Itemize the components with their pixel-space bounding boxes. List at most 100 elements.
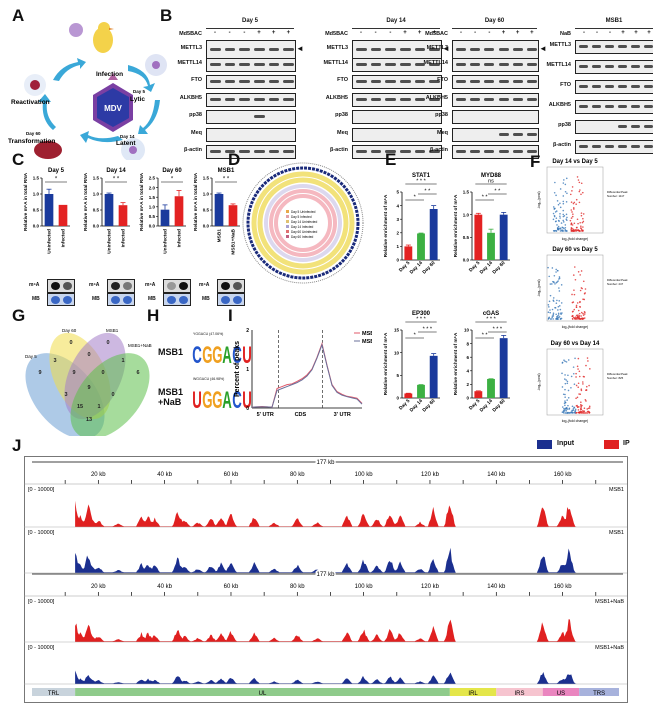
volcano-point <box>589 368 591 370</box>
blot-row-label: ALKBH5 <box>325 94 348 101</box>
treatment-sign: + <box>286 30 291 36</box>
bar <box>58 204 68 226</box>
y-tick-label: 0 <box>396 396 399 401</box>
protein-band <box>356 97 367 101</box>
x-tick-label: Day 60 <box>491 260 506 275</box>
bar <box>104 194 114 226</box>
venn-count: 3 <box>53 358 56 364</box>
y-tick-label: 0.5 <box>149 214 156 219</box>
volcano-point <box>561 312 563 314</box>
volcano-point <box>562 182 565 184</box>
blot-membrane <box>575 100 653 114</box>
arrow-icon <box>80 131 123 143</box>
volcano-point <box>559 217 561 219</box>
blot-membrane <box>352 75 442 89</box>
stage-latent: Latent <box>116 140 136 147</box>
venn-count: 1 <box>97 404 100 410</box>
volcano-point <box>554 283 556 285</box>
volcano-point <box>555 268 557 271</box>
protein-band <box>579 45 588 48</box>
treatment-sign: - <box>374 30 377 36</box>
protein-band <box>605 85 614 88</box>
bar <box>118 205 128 226</box>
protein-band <box>512 47 523 51</box>
volcano-point <box>555 194 557 197</box>
volcano-point <box>576 404 578 407</box>
volcano-point <box>575 397 577 400</box>
bar <box>474 391 483 398</box>
arrowhead-icon: ◄ <box>296 43 304 53</box>
protein-band <box>356 150 367 153</box>
protein-band <box>370 47 382 51</box>
protein-band <box>470 97 481 101</box>
protein-band <box>526 97 537 101</box>
volcano-point <box>575 306 578 308</box>
blot-row-label: pp38 <box>189 112 202 118</box>
volcano-title: Day 60 vs Day 14 <box>551 341 600 347</box>
blot-row-label: FTO <box>337 77 348 83</box>
bar <box>487 378 495 398</box>
y-tick-label: 3 <box>396 217 399 222</box>
volcano-point <box>577 222 579 225</box>
blot-membrane <box>352 92 442 107</box>
ruler-tick-label: 120 kb <box>421 584 440 590</box>
protein-band <box>268 62 280 66</box>
volcano-point <box>570 386 572 389</box>
motif-sample-label: MSB1 <box>158 347 184 357</box>
protein-band <box>254 62 265 66</box>
y-tick-label: 2.5 <box>149 176 156 181</box>
x-tick-label: Infected <box>177 229 183 247</box>
volcano-point <box>580 401 582 404</box>
blot-row-label: β-actin <box>429 147 448 153</box>
venn-count: 9 <box>72 370 75 376</box>
genome-region-label: TRS <box>593 691 605 697</box>
panel-label-f: F <box>530 152 541 171</box>
volcano-point <box>575 384 578 387</box>
volcano-point <box>572 301 575 303</box>
volcano-point <box>572 407 575 410</box>
venn-count: 9 <box>87 385 90 391</box>
y-tick-label: 0.0 <box>33 224 40 229</box>
protein-band <box>210 97 221 101</box>
volcano-point <box>580 270 583 272</box>
y-tick-label: 0.5 <box>463 235 470 240</box>
blot-title-underline <box>575 28 653 29</box>
volcano-point <box>580 389 583 392</box>
tumor-icon <box>34 141 62 159</box>
venn-set-msb1-nab: MSB1+NaB <box>128 343 152 348</box>
volcano-point <box>561 406 564 408</box>
y-axis-label: Relative m⁶A in total RNA <box>139 172 145 231</box>
volcano-point <box>580 412 583 414</box>
y-tick-label: 2 <box>246 328 249 334</box>
protein-band <box>400 97 411 101</box>
bar-chart: EP300 Relative enrichment of m⁶A 0 5 10 15 Day… <box>383 311 440 413</box>
volcano-point <box>571 318 574 320</box>
protein-band <box>498 132 509 136</box>
genome-region-label: TRL <box>48 691 60 697</box>
volcano-point <box>559 318 562 320</box>
ip-coverage-track <box>75 500 583 527</box>
blot-row-label: METTL3 <box>326 44 348 51</box>
blot-row-label: METTL14 <box>177 59 202 66</box>
volcano-point <box>558 300 561 302</box>
volcano-point <box>581 191 584 194</box>
protein-band <box>283 97 294 101</box>
volcano-point <box>572 310 574 313</box>
protein-band <box>498 62 509 66</box>
protein-band <box>385 150 396 153</box>
volcano-point <box>566 382 569 385</box>
volcano-point <box>548 317 550 319</box>
protein-band <box>526 150 537 153</box>
volcano-point <box>584 311 586 314</box>
volcano-point <box>556 315 559 317</box>
volcano-point <box>561 411 564 413</box>
protein-band <box>644 105 653 108</box>
legend-title: Differential Peak <box>607 372 628 376</box>
volcano-point <box>562 221 565 223</box>
x-tick-label: Day 14 <box>479 398 494 413</box>
volcano-point <box>555 217 558 220</box>
dot-label-m6a: m⁶A <box>199 282 210 288</box>
ruler-tick-label: 80 kb <box>290 472 305 478</box>
blot-membrane <box>575 40 653 54</box>
volcano-plot: Day 14 vs Day 5 log₂(fold change) -log₁₀(p… <box>537 159 628 241</box>
